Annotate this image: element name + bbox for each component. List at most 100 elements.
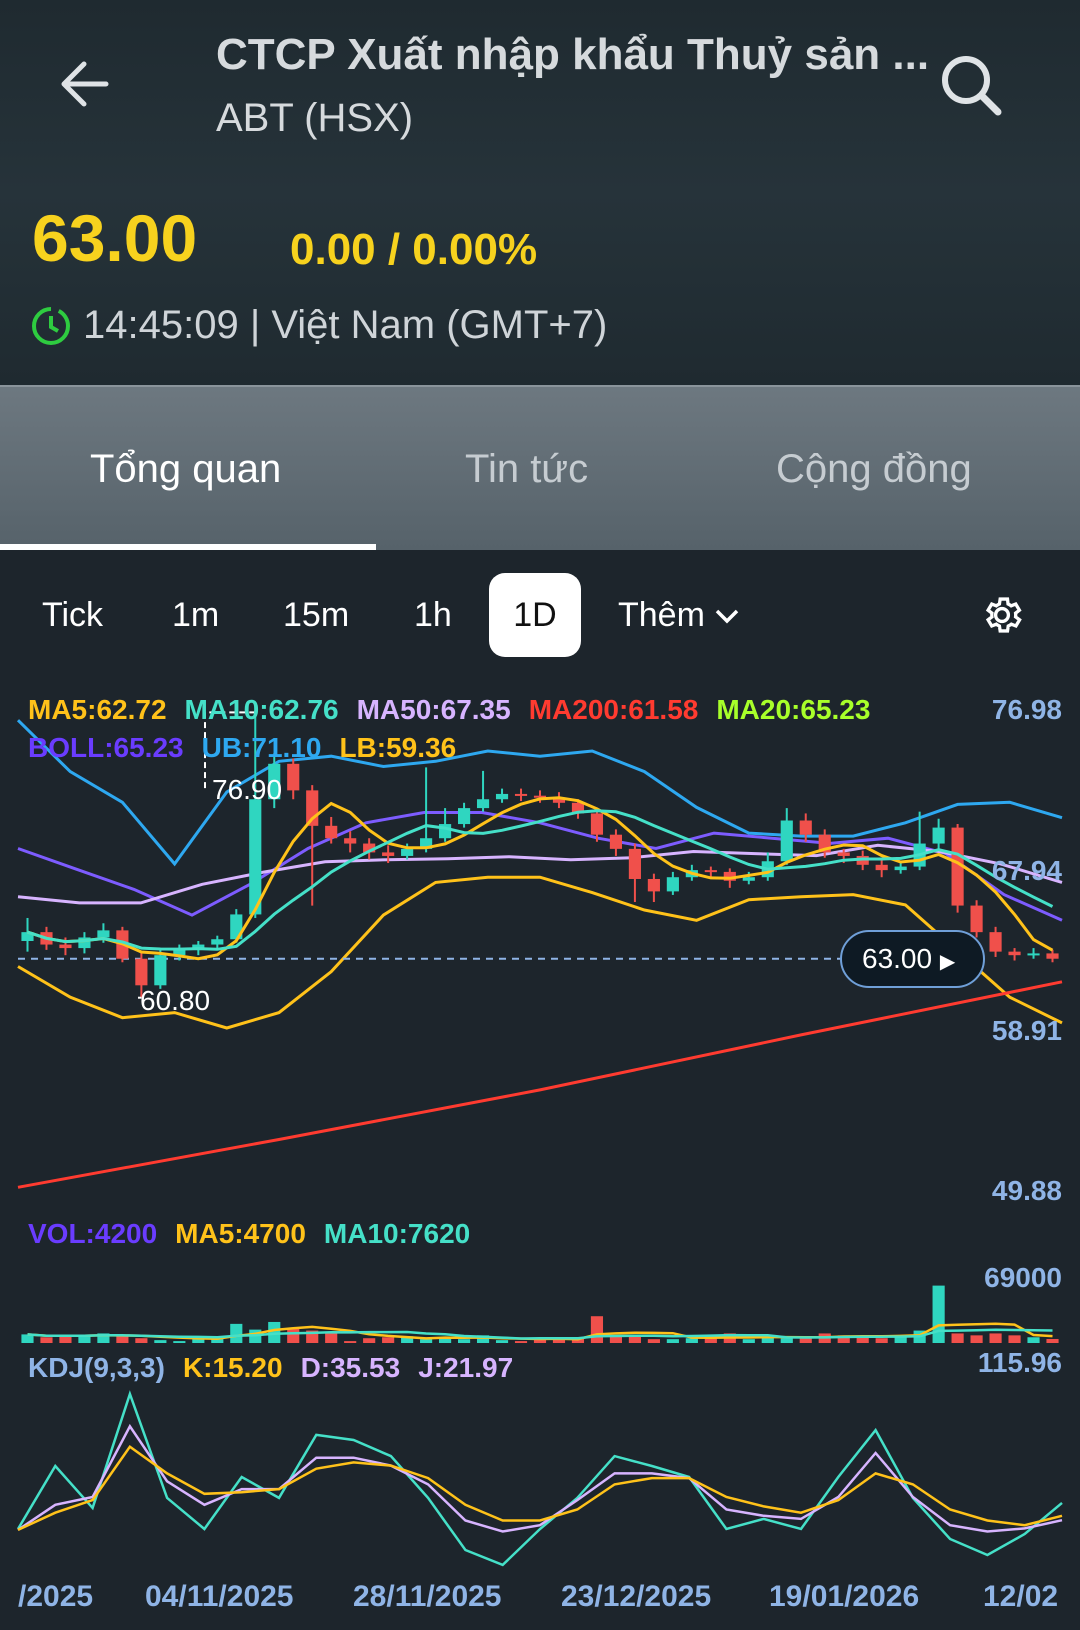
volume-bar — [268, 1321, 281, 1343]
legend-ma5: MA5:62.72 — [28, 694, 167, 725]
current-price-tag[interactable]: 63.00 ▶ — [840, 930, 985, 988]
volume-bar — [704, 1337, 717, 1343]
date-label: 23/12/2025 — [561, 1580, 712, 1613]
legend-kdj: KDJ(9,3,3) — [28, 1352, 165, 1383]
legend-ma10: MA10:62.76 — [184, 694, 339, 725]
volume-bar — [552, 1338, 566, 1343]
volume-bar — [799, 1338, 812, 1343]
volume-bar — [420, 1339, 433, 1343]
date-label: 28/11/2025 — [353, 1580, 502, 1613]
active-tab-indicator — [0, 544, 376, 550]
timeframe-1m[interactable]: 1m — [172, 596, 220, 634]
legend-j: J:21.97 — [418, 1352, 514, 1383]
candle-body — [742, 877, 755, 881]
volume-bar — [590, 1316, 604, 1343]
volume-bar — [344, 1341, 357, 1343]
volume-bar — [856, 1336, 869, 1343]
price-change: 0.00 / 0.00% — [290, 225, 538, 274]
candle-body — [173, 949, 186, 956]
volume-bar — [457, 1339, 471, 1343]
candle-body — [382, 852, 395, 856]
candle-body — [723, 871, 736, 881]
timeframe-1d[interactable]: 1D — [489, 573, 581, 657]
candle-body — [135, 958, 148, 986]
candle-body — [268, 763, 281, 800]
candle-body — [344, 838, 357, 844]
timeframe-tick[interactable]: Tick — [42, 596, 104, 634]
volume-bar — [21, 1334, 34, 1343]
volume-bar — [609, 1336, 623, 1343]
legend-ma50: MA50:67.35 — [356, 694, 511, 725]
volume-bar — [211, 1337, 224, 1343]
volume-bar — [59, 1335, 72, 1343]
legend-ma200: MA200:61.58 — [528, 694, 699, 725]
kdj-axis-label: 115.96 — [977, 1347, 1062, 1378]
candle-body — [249, 799, 262, 915]
volume-bar — [533, 1339, 547, 1343]
legend-boll: BOLL:65.23 — [28, 732, 184, 763]
search-icon[interactable] — [938, 52, 1004, 118]
volume-ma10-line — [27, 1328, 1053, 1340]
line-ma10 — [27, 809, 1054, 951]
chevron-down-icon — [716, 609, 739, 624]
volume-bar — [439, 1337, 452, 1343]
candle-body — [97, 930, 110, 938]
volume-bar — [780, 1338, 793, 1343]
volume-bar — [970, 1335, 983, 1343]
candle-body — [951, 827, 964, 906]
timeframe-1h[interactable]: 1h — [414, 596, 452, 634]
candle-body — [875, 864, 888, 871]
tab-community[interactable]: Cộng đồng — [776, 447, 972, 491]
candle-body — [666, 877, 679, 892]
settings-gear-icon[interactable] — [980, 593, 1024, 637]
candle-body — [401, 848, 414, 856]
volume-bar — [837, 1335, 850, 1343]
candle-body — [154, 955, 167, 986]
volume-bar — [1008, 1335, 1021, 1343]
legend-lb: LB:59.36 — [339, 732, 457, 763]
candle-body — [571, 802, 585, 814]
candle-body — [837, 852, 850, 856]
back-arrow-icon[interactable] — [58, 58, 110, 110]
price-axis-label: 76.98 — [991, 694, 1062, 725]
volume-bar — [401, 1336, 414, 1343]
date-label: /2025 — [18, 1580, 94, 1613]
candle-body — [989, 932, 1002, 952]
candle-body — [78, 937, 91, 949]
candle-body — [1027, 953, 1040, 956]
line-ma5 — [27, 796, 1054, 961]
legend-vol-ma5: MA5:4700 — [175, 1218, 306, 1249]
legend-vol: VOL:4200 — [28, 1218, 158, 1249]
volume-bar — [742, 1339, 755, 1343]
volume-bar — [173, 1341, 186, 1343]
tab-overview[interactable]: Tổng quan — [90, 447, 282, 491]
volume-legend-row: VOL:4200 MA5:4700 MA10:7620 — [28, 1218, 470, 1250]
volume-bar — [685, 1338, 698, 1343]
price-axis-label: 49.88 — [991, 1175, 1062, 1206]
candle-body — [628, 848, 641, 879]
price-legend-row-1: MA5:62.72 MA10:62.76 MA50:67.35 MA200:61… — [28, 694, 870, 726]
volume-bar — [135, 1338, 148, 1343]
candle-body — [363, 843, 376, 853]
candle-body — [325, 825, 338, 839]
volume-bar — [666, 1339, 679, 1343]
legend-d: D:35.53 — [300, 1352, 401, 1383]
candle-body — [1008, 951, 1021, 956]
current-price-tag-value: 63.00 — [862, 943, 933, 974]
timeframe-15m[interactable]: 15m — [283, 596, 350, 634]
legend-ub: UB:71.10 — [201, 732, 322, 763]
volume-bar — [894, 1336, 907, 1343]
line-ma200 — [17, 980, 1063, 1189]
price-axis-label: 58.91 — [991, 1015, 1062, 1046]
candle-body — [799, 820, 812, 835]
volume-bar — [761, 1337, 774, 1343]
tab-bar: Tổng quan Tin tức Cộng đồng — [0, 385, 1080, 550]
tab-news[interactable]: Tin tức — [465, 447, 589, 491]
volume-bar — [382, 1337, 395, 1343]
candle-body — [609, 834, 623, 849]
candle-body — [495, 793, 509, 800]
more-timeframes-button[interactable]: Thêm — [618, 596, 740, 635]
candle-body — [552, 797, 566, 803]
play-triangle-icon: ▶ — [939, 951, 956, 973]
